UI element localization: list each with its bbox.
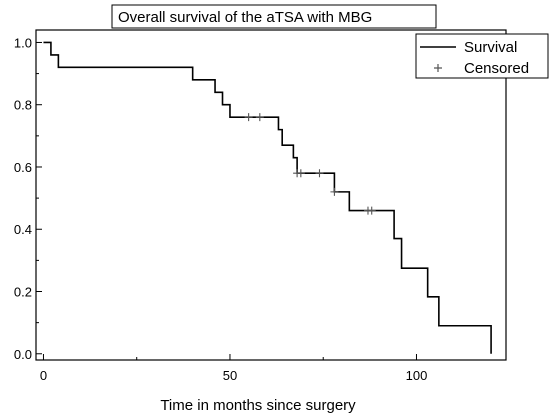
- series-layer: [43, 41, 492, 354]
- censored-mark: [315, 169, 324, 178]
- legend-censored-label: Censored: [464, 60, 529, 77]
- legend: Survival Censored: [415, 33, 549, 79]
- y-tick-label: 1.0: [14, 35, 32, 50]
- x-tick-label: 50: [223, 368, 237, 383]
- censored-mark: [330, 187, 339, 196]
- x-tick-label: 100: [406, 368, 428, 383]
- axis-ticks: 0 50 100 0.0 0.2 0.4 0.6 0.8 1.0: [14, 35, 427, 383]
- y-tick-label: 0.2: [14, 285, 32, 300]
- y-tick-label: 0.8: [14, 98, 32, 113]
- censored-mark: [255, 113, 264, 122]
- y-tick-label: 0.6: [14, 160, 32, 175]
- legend-censored-swatch: [434, 64, 442, 72]
- chart-title-box: [111, 4, 437, 29]
- survival-step-line: [43, 41, 492, 354]
- censored-mark: [244, 113, 253, 122]
- x-axis-label: Time in months since surgery: [160, 397, 356, 414]
- y-tick-label: 0.0: [14, 347, 32, 362]
- x-tick-label: 0: [40, 368, 47, 383]
- censored-mark: [296, 169, 305, 178]
- chart-title: Overall survival of the aTSA with MBG: [118, 9, 372, 26]
- censored-mark: [367, 206, 376, 215]
- censored-marks: [244, 113, 376, 215]
- legend-survival-label: Survival: [464, 39, 517, 56]
- plot-frame: [35, 29, 507, 361]
- y-tick-label: 0.4: [14, 222, 32, 237]
